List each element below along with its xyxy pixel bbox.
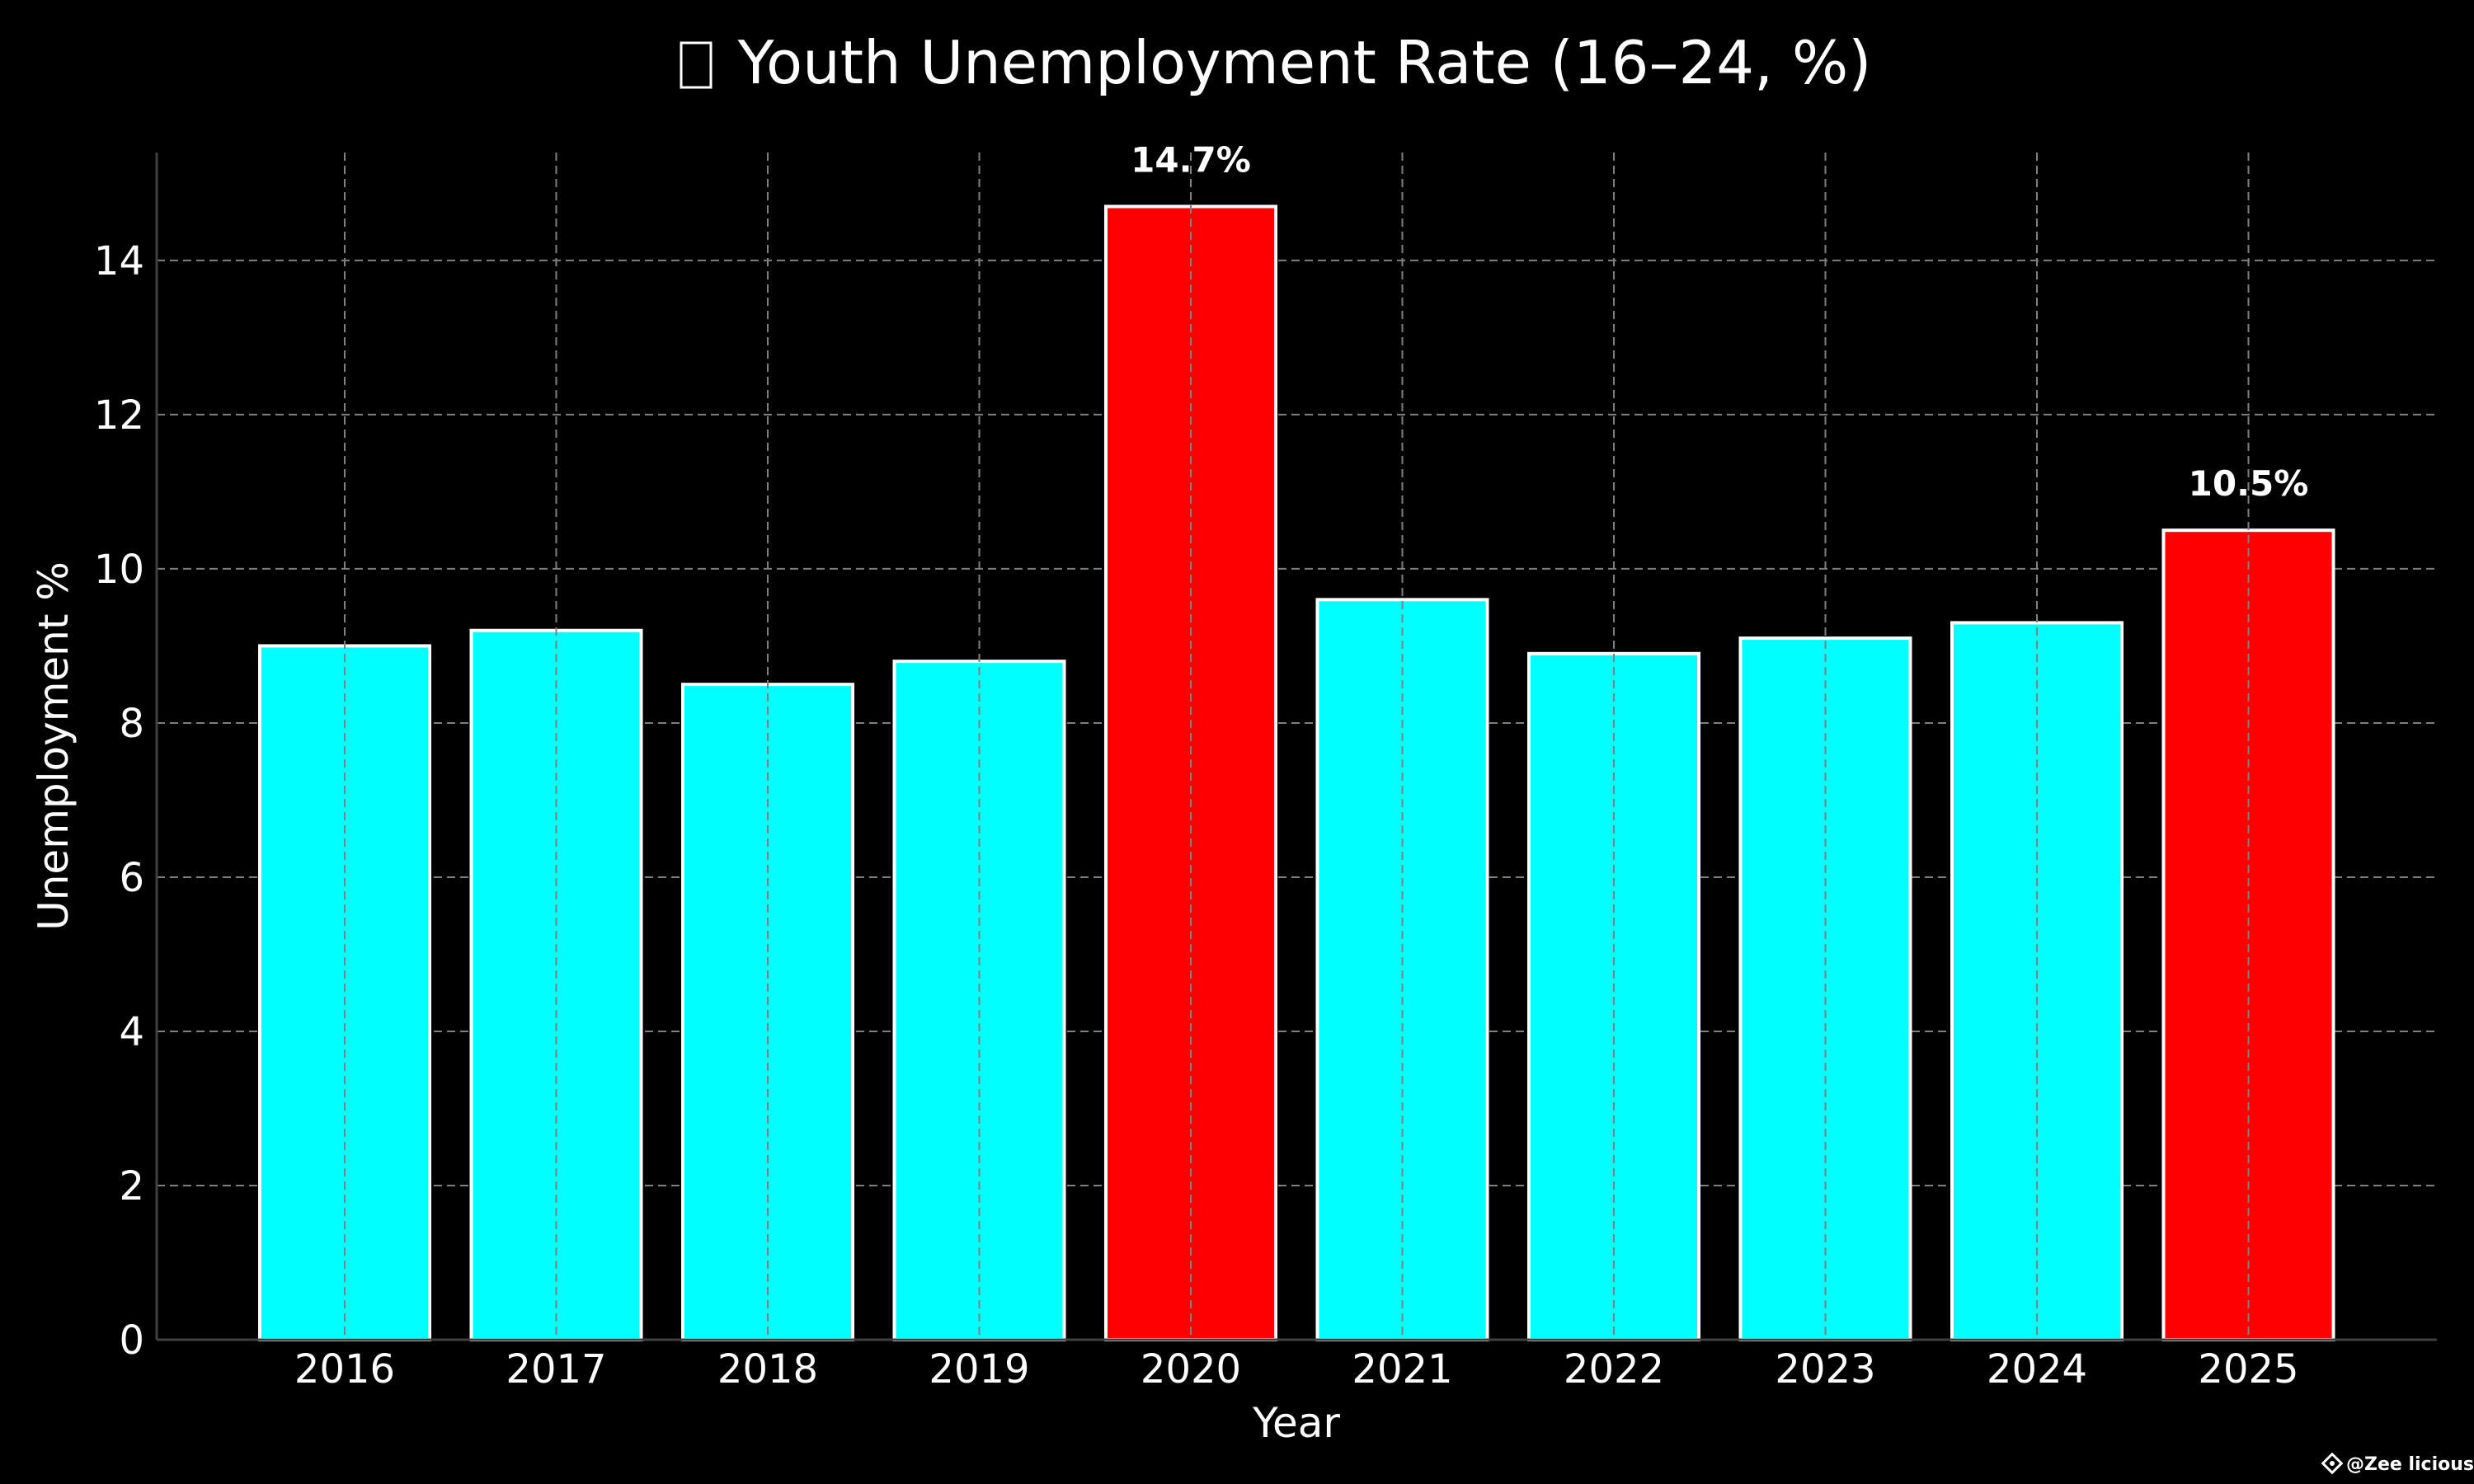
x-tick-label: 2018 [717,1346,818,1392]
chart-title-group: Youth Unemployment Rate (16–24, %) [680,28,1872,97]
x-tick-label: 2017 [506,1346,606,1392]
bar-layer [258,153,2335,1341]
y-tick-label: 6 [119,855,144,901]
data-label-layer: 14.7% 10.5% [1131,139,2308,504]
y-tick-label: 12 [94,392,144,439]
x-tick-label: 2019 [929,1346,1029,1392]
x-tick-label: 2025 [2198,1346,2298,1392]
chart-title: Youth Unemployment Rate (16–24, %) [737,28,1872,97]
data-label-2020: 14.7% [1131,139,1251,180]
x-tick-label: 2020 [1141,1346,1241,1392]
watermark-text: @Zee licious [2346,1454,2474,1475]
y-tick-label: 10 [94,547,144,593]
x-tick-label: 2021 [1352,1346,1452,1392]
x-tick-label: 2022 [1564,1346,1664,1392]
x-tick-label: 2023 [1775,1346,1875,1392]
x-axis-label: Year [1252,1399,1340,1447]
bar-2024 [1950,621,2124,1341]
y-tick-label: 4 [119,1009,144,1055]
y-axis-label: Unemployment % [30,561,78,931]
chart-emoji-icon [680,41,713,89]
x-tick-label: 2024 [1987,1346,2087,1392]
y-tick-label: 2 [119,1163,144,1209]
y-tick-label: 14 [94,238,144,284]
watermark-group: @Zee licious [2321,1452,2474,1475]
y-tick-label: 8 [119,701,144,747]
y-tick-label: 0 [119,1317,144,1364]
x-tick-label: 2016 [294,1346,395,1392]
tick-layer: 0 2 4 6 8 10 12 14 2016 2017 2018 2019 2020 2021 2022 2… [94,238,2299,1392]
watermark-logo-icon [2321,1452,2344,1475]
data-label-2025: 10.5% [2189,463,2309,504]
